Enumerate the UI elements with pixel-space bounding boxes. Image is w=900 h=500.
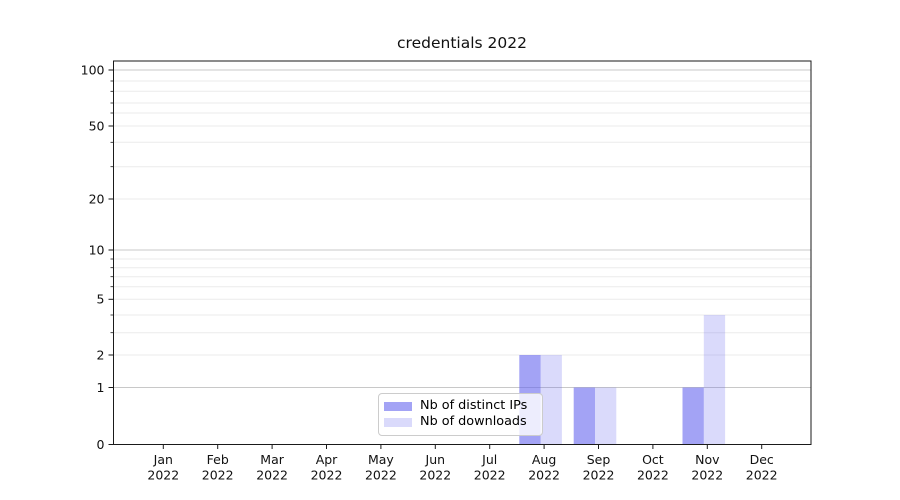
x-tick-label-month: Mar (260, 452, 284, 467)
x-tick-label-month: May (368, 452, 394, 467)
y-tick-label: 50 (89, 118, 105, 133)
x-tick-label-month: Oct (642, 452, 664, 467)
x-tick-label-year: 2022 (311, 468, 343, 483)
x-tick-label-year: 2022 (147, 468, 179, 483)
x-tick-label-year: 2022 (583, 468, 615, 483)
chart-title: credentials 2022 (397, 34, 527, 52)
x-tick-label-month: Jan (153, 452, 173, 467)
y-tick-label: 20 (89, 191, 105, 206)
x-tick-label-year: 2022 (637, 468, 669, 483)
plot-border (113, 60, 812, 445)
x-tick-label-month: Feb (207, 452, 229, 467)
x-tick-label-year: 2022 (256, 468, 288, 483)
x-tick-label-month: Nov (695, 452, 720, 467)
x-tick-label-year: 2022 (202, 468, 234, 483)
x-tick-label-month: Jun (425, 452, 446, 467)
legend-item-downloads: Nb of downloads (384, 415, 535, 431)
x-tick-label-month: Aug (532, 452, 556, 467)
bar-distinct-ips (573, 387, 595, 445)
legend-swatch-downloads-icon (384, 418, 412, 428)
x-tick-label-month: Dec (750, 452, 774, 467)
x-tick-label-year: 2022 (746, 468, 778, 483)
x-tick-label-month: Sep (587, 452, 611, 467)
x-tick-label-year: 2022 (528, 468, 560, 483)
y-tick-label: 1 (97, 380, 105, 395)
y-tick-label: 2 (97, 347, 105, 362)
legend: Nb of distinct IPs Nb of downloads (378, 393, 543, 436)
legend-label-downloads: Nb of downloads (420, 414, 527, 430)
y-tick-label: 5 (97, 292, 105, 307)
x-tick-label-year: 2022 (419, 468, 451, 483)
y-tick-label: 10 (89, 242, 105, 257)
legend-item-distinct-ips: Nb of distinct IPs (384, 398, 535, 414)
y-tick-label: 0 (97, 437, 105, 452)
y-tick-label: 100 (81, 62, 105, 77)
x-tick-label-month: Apr (316, 452, 338, 467)
bar-downloads (703, 315, 726, 445)
x-tick-label-year: 2022 (474, 468, 506, 483)
bar-downloads (595, 387, 617, 445)
x-tick-label-year: 2022 (365, 468, 397, 483)
legend-label-distinct-ips: Nb of distinct IPs (420, 397, 528, 413)
legend-swatch-distinct-ips-icon (384, 401, 412, 411)
x-tick-label-month: Jul (481, 452, 497, 467)
x-tick-label-year: 2022 (691, 468, 723, 483)
bar-distinct-ips (682, 387, 704, 445)
bar-downloads (540, 355, 562, 445)
